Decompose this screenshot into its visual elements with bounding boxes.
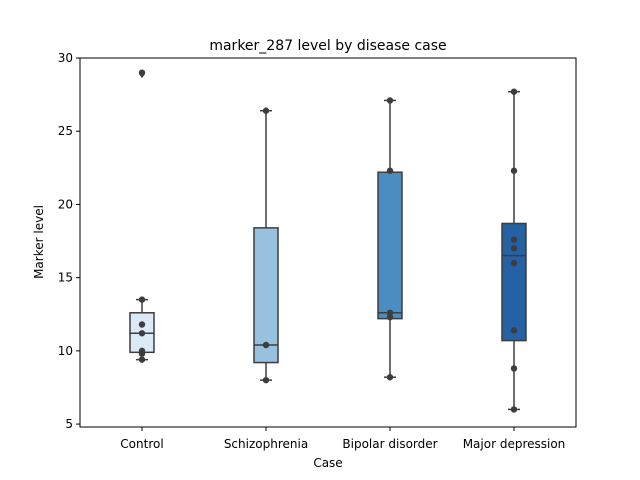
x-tick-label: Major depression xyxy=(463,437,566,451)
data-point xyxy=(138,347,146,355)
data-point xyxy=(510,365,518,372)
plot-frame xyxy=(79,57,577,428)
y-tick-label: 15 xyxy=(58,271,73,285)
data-point xyxy=(510,236,518,243)
y-axis-label: Marker level xyxy=(32,205,46,279)
data-point xyxy=(138,356,146,363)
data-point xyxy=(510,245,518,252)
y-tick-label: 5 xyxy=(65,417,73,431)
data-point xyxy=(386,374,394,381)
box-bipolar-disorder xyxy=(377,171,403,320)
x-tick-label: Schizophrenia xyxy=(224,437,308,451)
data-point xyxy=(510,88,518,95)
data-point xyxy=(262,107,270,114)
data-point xyxy=(138,69,146,76)
data-point xyxy=(386,167,394,174)
x-axis-label: Case xyxy=(313,456,342,470)
chart-title: marker_287 level by disease case xyxy=(209,38,446,54)
data-point xyxy=(510,327,518,334)
data-point xyxy=(138,296,146,303)
data-point xyxy=(138,321,146,328)
data-point xyxy=(510,259,518,267)
data-point xyxy=(138,330,146,337)
box-schizophrenia xyxy=(253,227,279,364)
y-tick-label: 10 xyxy=(58,344,73,358)
data-point xyxy=(262,376,270,384)
plot-area: 5 10 15 20 25 30 Control Schizophrenia Bipolar d… xyxy=(58,51,566,451)
data-point xyxy=(386,309,394,316)
y-tick-label: 25 xyxy=(58,124,73,138)
x-tick-label: Control xyxy=(120,437,163,451)
data-point xyxy=(262,341,270,349)
data-point xyxy=(386,97,394,104)
data-point xyxy=(510,167,518,174)
data-point xyxy=(386,313,394,321)
data-point xyxy=(510,406,518,413)
x-tick-label: Bipolar disorder xyxy=(342,437,437,451)
box-major-depression xyxy=(501,222,527,342)
y-tick-label: 20 xyxy=(58,197,73,211)
y-tick-label: 30 xyxy=(58,51,73,65)
